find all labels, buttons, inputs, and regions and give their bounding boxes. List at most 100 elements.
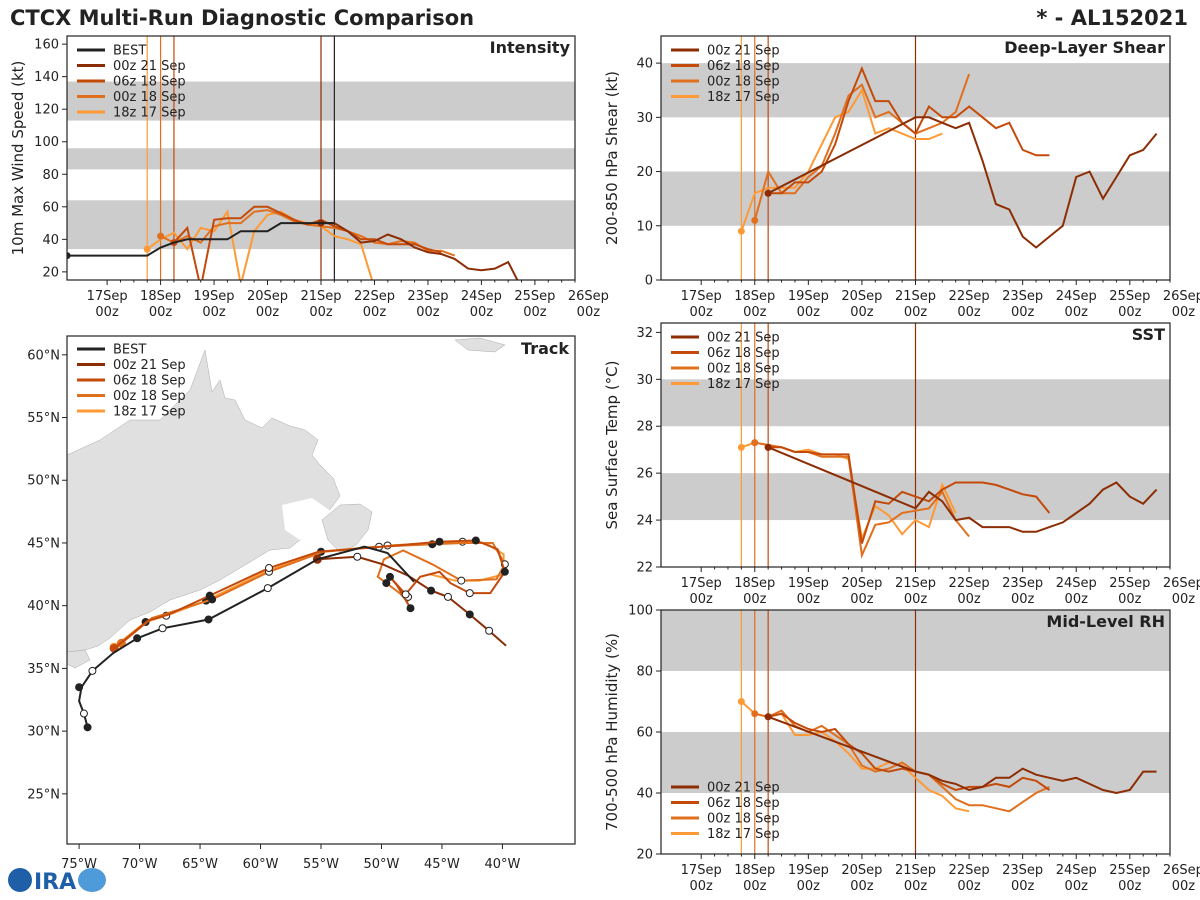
x-tick-hour: 00z	[797, 592, 821, 607]
x-tick-date: 23Sep	[1002, 289, 1043, 304]
x-tick-date: 18Sep	[140, 289, 181, 304]
y-axis-label: 10m Max Wind Speed (kt)	[9, 61, 27, 256]
y-tick-label: 40	[42, 233, 59, 248]
y-tick-label: 60°N	[27, 348, 60, 363]
x-tick-hour: 00z	[1011, 879, 1035, 894]
series-line-run_00z18	[753, 73, 971, 221]
x-tick-hour: 00z	[743, 592, 767, 607]
x-tick-date: 18Sep	[734, 863, 775, 878]
track-position-marker	[79, 709, 88, 718]
y-tick-label: 20	[42, 265, 59, 280]
init-marker	[737, 443, 745, 451]
x-tick-date: 25Sep	[1109, 863, 1150, 878]
carolina-coast-land	[67, 649, 91, 669]
x-tick-date: 19Sep	[194, 289, 235, 304]
track-position-marker	[471, 536, 480, 545]
x-tick-date: 26Sep	[1163, 289, 1200, 304]
legend-label: 00z 21 Sep	[707, 44, 780, 59]
x-tick-date: 19Sep	[788, 289, 829, 304]
y-tick-label: 25°N	[27, 787, 60, 802]
x-tick-label: 75°W	[61, 857, 97, 872]
x-tick-hour: 00z	[309, 305, 333, 320]
y-tick-label: 100	[34, 135, 59, 150]
track-position-marker	[385, 572, 394, 581]
legend-label: 06z 18 Sep	[113, 75, 186, 90]
y-tick-label: 40°N	[27, 599, 60, 614]
series-line-run_06z18	[768, 65, 1050, 195]
track-position-marker	[444, 592, 452, 601]
x-tick-date: 26Sep	[568, 289, 609, 304]
x-tick-date: 26Sep	[1163, 863, 1200, 878]
x-tick-hour: 00z	[470, 305, 494, 320]
x-tick-hour: 00z	[202, 305, 226, 320]
track-position-marker	[485, 626, 494, 635]
track-position-marker	[500, 567, 509, 576]
track-position-marker	[204, 615, 213, 624]
y-tick-label: 20	[636, 165, 653, 180]
y-tick-label: 30	[636, 373, 653, 388]
series-line-best	[67, 222, 335, 257]
x-tick-hour: 00z	[904, 879, 928, 894]
x-tick-date: 25Sep	[1109, 289, 1150, 304]
track-position-marker	[88, 666, 97, 675]
y-tick-label: 40	[636, 787, 653, 802]
x-tick-date: 23Sep	[407, 289, 448, 304]
y-tick-label: 100	[628, 604, 653, 619]
x-tick-hour: 00z	[1065, 592, 1089, 607]
series-line-run_00z21	[767, 446, 1158, 533]
init-marker	[751, 439, 759, 447]
series-line-run_06z18	[768, 446, 1051, 544]
y-tick-label: 10	[636, 219, 653, 234]
legend-label: 18z 17 Sep	[707, 827, 780, 842]
y-tick-label: 30°N	[27, 725, 60, 740]
x-tick-label: 70°W	[122, 857, 158, 872]
x-tick-hour: 00z	[1172, 592, 1196, 607]
init-marker	[157, 232, 165, 240]
x-tick-hour: 00z	[416, 305, 440, 320]
x-tick-date: 18Sep	[734, 576, 775, 591]
x-tick-date: 25Sep	[514, 289, 555, 304]
y-tick-label: 26	[636, 467, 653, 482]
x-tick-date: 18Sep	[734, 289, 775, 304]
x-tick-hour: 00z	[1011, 305, 1035, 320]
legend-label: 18z 17 Sep	[707, 90, 780, 105]
legend-label: 00z 18 Sep	[113, 389, 186, 404]
x-tick-date: 17Sep	[87, 289, 128, 304]
panel-title: Intensity	[490, 38, 571, 57]
x-tick-label: 50°W	[364, 857, 400, 872]
track-line-best	[78, 545, 415, 728]
x-tick-date: 24Sep	[1056, 289, 1097, 304]
x-tick-date: 17Sep	[681, 863, 722, 878]
y-tick-label: 160	[34, 38, 59, 53]
intensity-panel: 2040608010012014016017Sep00z18Sep00z19Se…	[9, 35, 609, 320]
legend-label: 18z 17 Sep	[707, 377, 780, 392]
chart-title: CTCX Multi-Run Diagnostic Comparison	[10, 6, 475, 30]
x-tick-hour: 00z	[957, 305, 981, 320]
x-tick-hour: 00z	[904, 305, 928, 320]
x-tick-hour: 00z	[1118, 592, 1142, 607]
legend-label: 00z 21 Sep	[113, 59, 186, 74]
x-tick-hour: 00z	[363, 305, 387, 320]
x-tick-hour: 00z	[1065, 879, 1089, 894]
map-land	[67, 337, 506, 669]
track-position-marker	[263, 584, 272, 593]
shear-panel: 01020304017Sep00z18Sep00z19Sep00z20Sep00…	[603, 35, 1200, 320]
x-tick-hour: 00z	[797, 305, 821, 320]
legend-label: 06z 18 Sep	[707, 346, 780, 361]
x-tick-hour: 00z	[743, 879, 767, 894]
legend-label: 00z 18 Sep	[113, 90, 186, 105]
track-position-marker	[83, 723, 92, 732]
track-position-marker	[382, 579, 391, 588]
x-tick-hour: 00z	[850, 879, 874, 894]
gulf-of-st-lawrence	[282, 498, 332, 540]
x-tick-hour: 00z	[689, 305, 713, 320]
x-tick-hour: 00z	[1172, 305, 1196, 320]
x-tick-hour: 00z	[850, 305, 874, 320]
y-tick-label: 32	[636, 326, 653, 341]
x-tick-hour: 00z	[1118, 305, 1142, 320]
y-tick-label: 45°N	[27, 536, 60, 551]
track-position-marker	[427, 586, 436, 595]
panel-title: Deep-Layer Shear	[1004, 38, 1165, 57]
series-line-run_18z17	[146, 209, 374, 280]
newfoundland-land	[321, 503, 373, 553]
